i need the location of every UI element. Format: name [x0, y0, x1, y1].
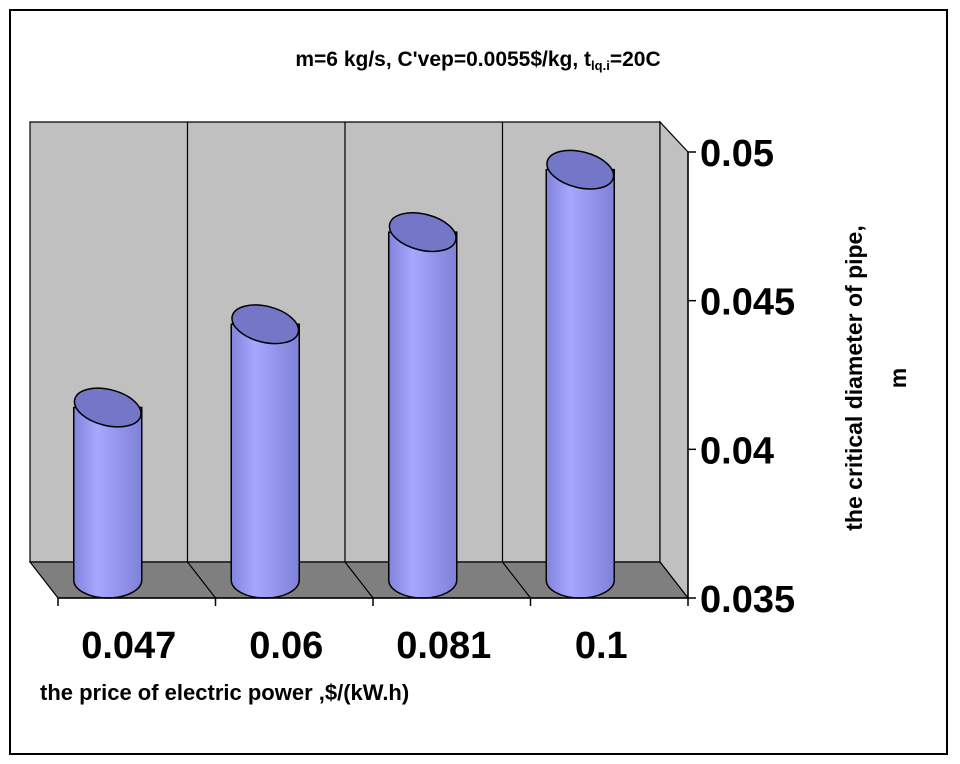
y-axis-label-line1: the critical diameter of pipe, — [841, 225, 867, 530]
y-axis-label-line2: m — [885, 368, 911, 388]
y-tick-label: 0.035 — [700, 579, 795, 621]
bar-top — [73, 387, 142, 428]
chart-title-suffix: =20C — [610, 48, 661, 71]
x-tick-label: 0.047 — [81, 625, 176, 667]
y-tick-label: 0.05 — [700, 133, 774, 175]
chart-title: m=6 kg/s, C'vep=0.0055$/kg, tlq.i=20C — [295, 48, 660, 73]
bar-top — [546, 149, 615, 190]
bar-body — [545, 168, 615, 599]
y-tick-label: 0.045 — [700, 282, 795, 324]
bar-top — [231, 304, 300, 345]
chart-title-main: m=6 kg/s, C'vep=0.0055$/kg, t — [295, 48, 591, 71]
bar — [388, 212, 458, 599]
bar-body — [73, 406, 143, 599]
bar-body — [388, 231, 458, 599]
chart-title-subscript: lq.i — [591, 58, 610, 73]
bar — [545, 149, 615, 599]
floor-divider — [187, 561, 216, 599]
x-axis-label: the price of electric power ,$/(kW.h) — [40, 680, 409, 705]
bar-body — [230, 323, 300, 599]
floor-divider — [344, 561, 374, 599]
bar — [73, 387, 143, 599]
floor-divider — [502, 561, 531, 599]
x-tick-label: 0.081 — [396, 625, 491, 667]
bar — [230, 304, 300, 599]
x-tick-label: 0.06 — [249, 625, 323, 667]
bar-top — [388, 212, 457, 253]
y-axis-label: the critical diameter of pipe, m — [841, 225, 911, 530]
y-tick-label: 0.04 — [700, 430, 774, 472]
plot-side-wall — [659, 120, 689, 600]
x-tick-label: 0.1 — [575, 625, 628, 667]
